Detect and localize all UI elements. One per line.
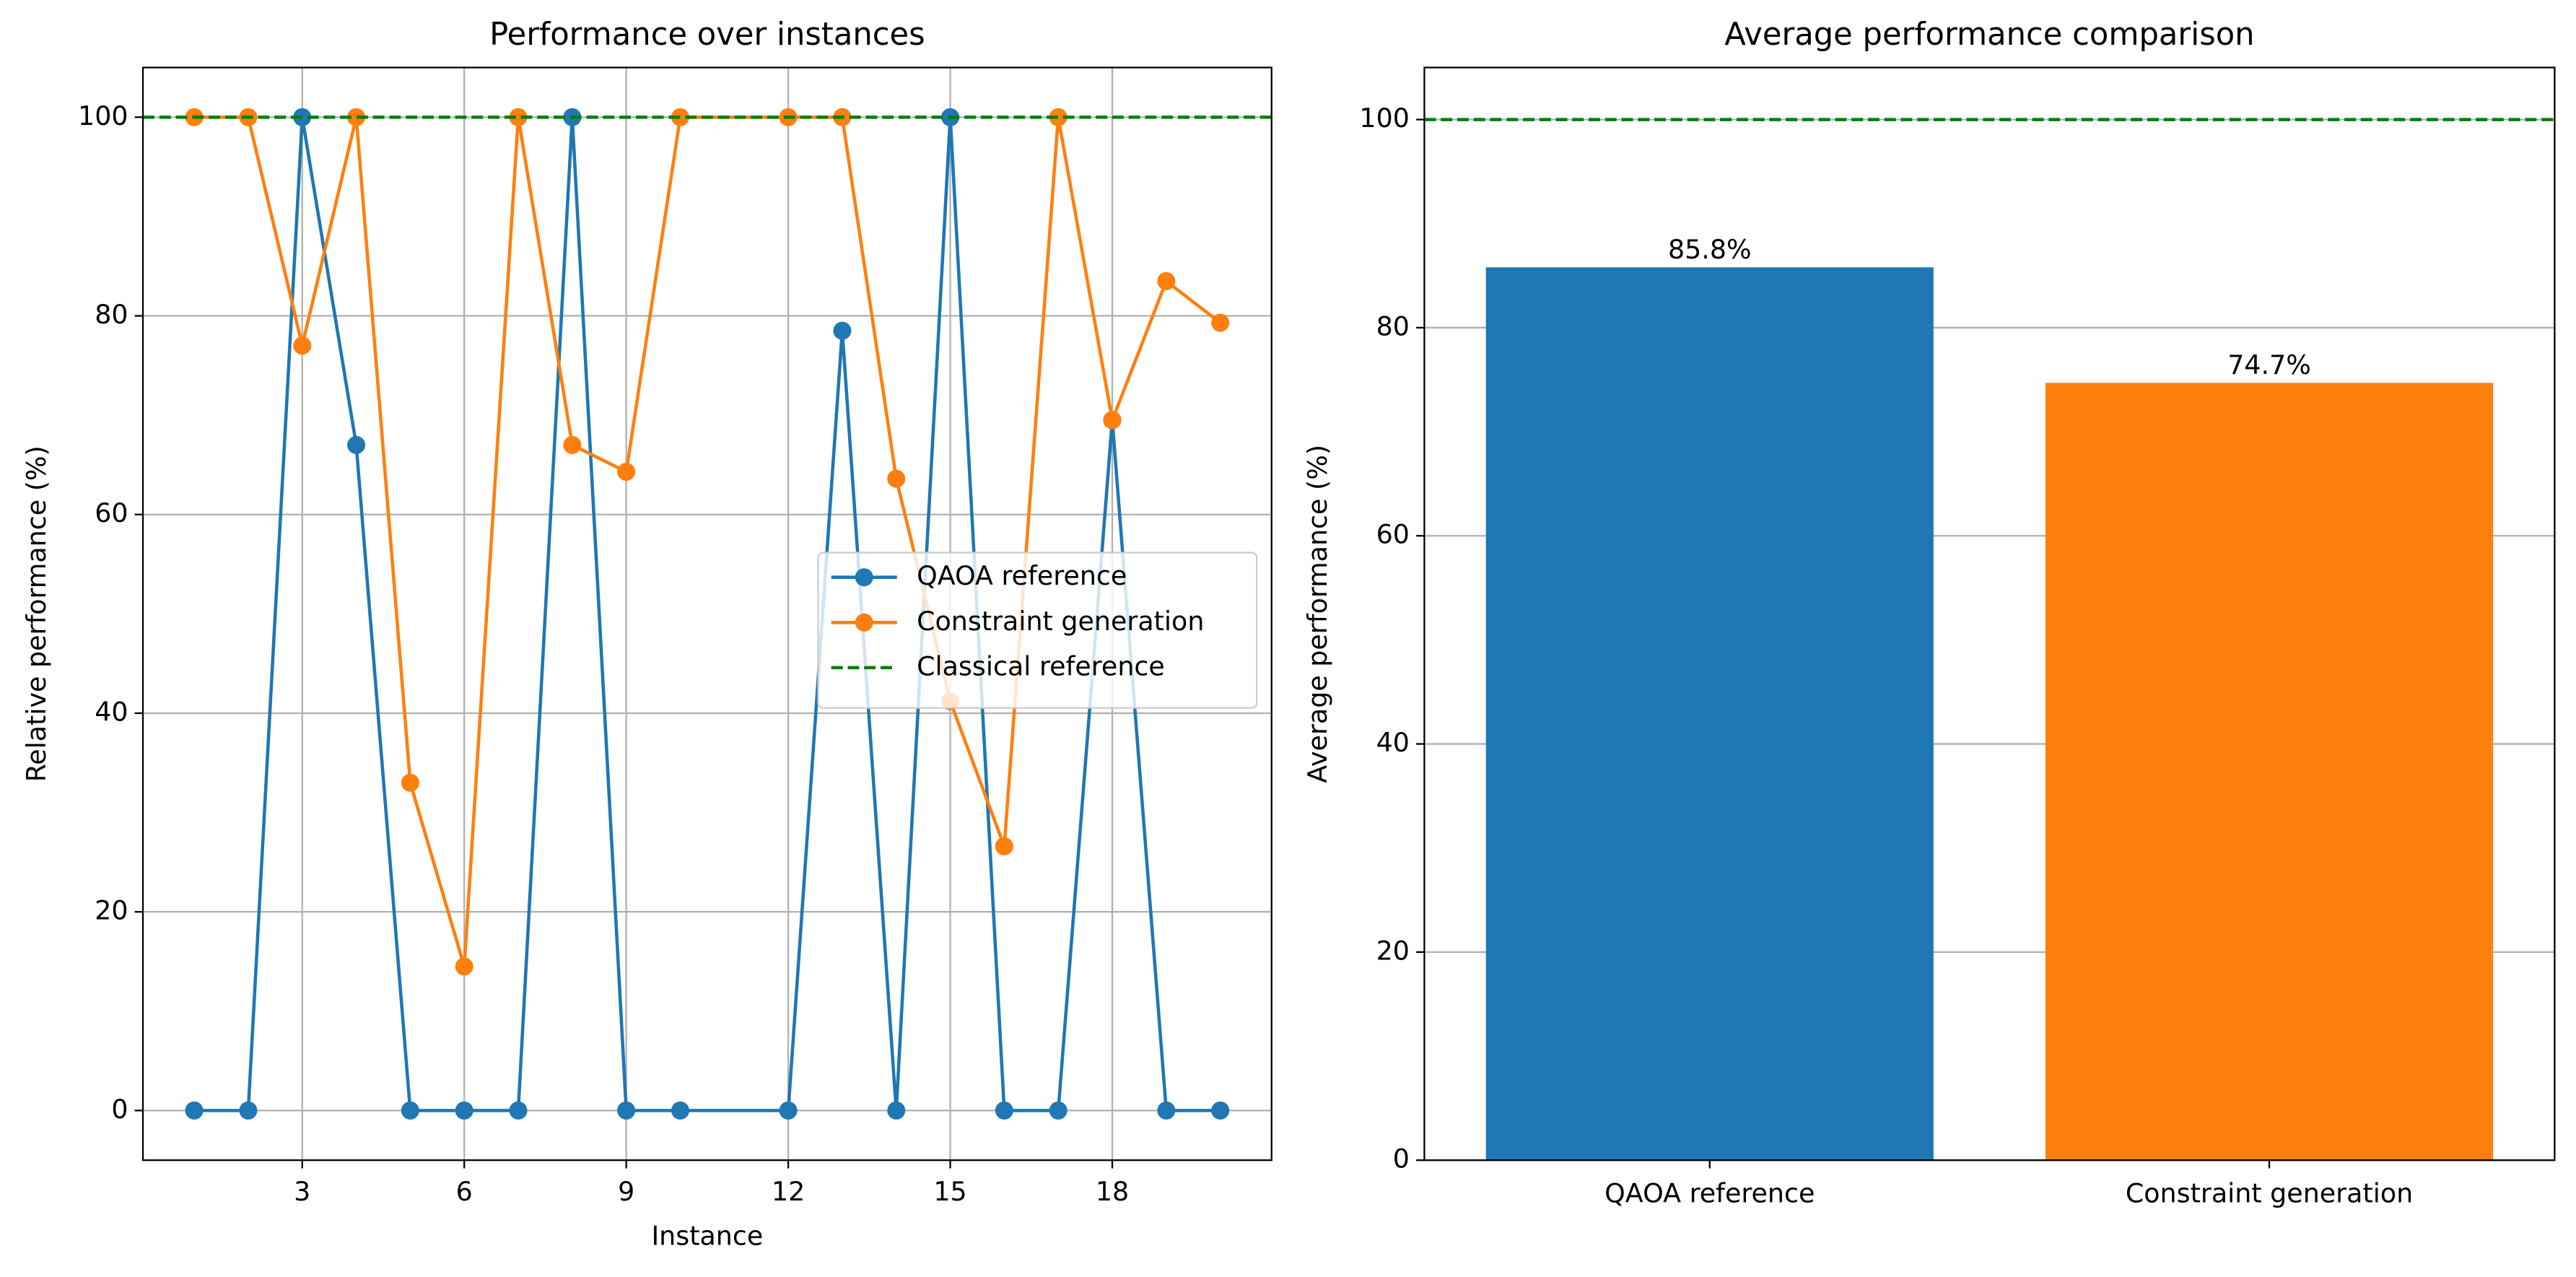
data-point: [617, 463, 636, 481]
y-tick-label: 100: [1359, 103, 1410, 134]
data-point: [347, 108, 366, 126]
data-point: [401, 1101, 419, 1120]
legend-label: Constraint generation: [917, 606, 1204, 637]
data-point: [887, 469, 906, 488]
legend-label: Classical reference: [917, 650, 1165, 681]
x-tick-label: Constraint generation: [2126, 1177, 2413, 1208]
x-tick-label: 18: [1096, 1176, 1129, 1207]
data-point: [995, 1101, 1013, 1120]
y-axis-label: Relative performance (%): [21, 445, 52, 782]
y-tick-label: 60: [1376, 519, 1410, 550]
y-tick-label: 40: [1376, 727, 1410, 758]
data-point: [455, 957, 473, 976]
data-point: [779, 1101, 798, 1120]
data-point: [1157, 271, 1176, 290]
y-tick-label: 20: [95, 895, 128, 926]
x-tick-label: 12: [772, 1176, 805, 1207]
legend-marker: [855, 568, 873, 587]
bar: [2045, 383, 2494, 1161]
data-point: [563, 435, 582, 454]
y-tick-label: 0: [111, 1094, 128, 1125]
x-tick-label: QAOA reference: [1604, 1177, 1815, 1208]
data-point: [1211, 313, 1230, 332]
y-tick-label: 100: [78, 100, 128, 131]
data-point: [239, 1101, 258, 1120]
y-tick-label: 80: [1376, 310, 1410, 341]
data-label: 85.8%: [1668, 234, 1752, 265]
y-tick-label: 20: [1376, 935, 1410, 966]
legend-marker: [855, 613, 873, 632]
y-tick-label: 80: [95, 299, 128, 330]
legend-box: [817, 552, 1258, 709]
data-point: [1157, 1101, 1176, 1120]
axes-frame: [1423, 66, 2556, 1161]
data-point: [455, 1101, 473, 1120]
x-tick-label: 15: [933, 1176, 966, 1207]
data-point: [833, 321, 852, 340]
x-tick-label: 3: [294, 1176, 310, 1207]
bar: [1485, 267, 1934, 1161]
y-axis-label: Average performance (%): [1302, 445, 1333, 783]
data-point: [887, 1101, 906, 1120]
x-axis-label: Instance: [651, 1221, 763, 1252]
data-point: [509, 1101, 528, 1120]
data-point: [293, 336, 312, 355]
data-point: [401, 773, 419, 792]
axes-frame: [141, 66, 1272, 1161]
data-point: [347, 435, 366, 454]
y-tick-label: 40: [95, 696, 128, 727]
x-tick-label: 6: [456, 1176, 473, 1207]
data-point: [509, 108, 528, 126]
data-point: [1211, 1101, 1230, 1120]
data-point: [185, 1101, 204, 1120]
data-point: [1049, 1101, 1067, 1120]
chart-title: Performance over instances: [489, 17, 925, 53]
x-tick-label: 9: [618, 1176, 634, 1207]
chart-title: Average performance comparison: [1724, 17, 2254, 53]
data-point: [995, 837, 1013, 855]
data-point: [617, 1101, 636, 1120]
y-tick-label: 0: [1393, 1143, 1410, 1174]
data-label: 74.7%: [2227, 349, 2311, 380]
data-point: [671, 1101, 689, 1120]
data-point: [1103, 411, 1122, 430]
data-point: [671, 108, 689, 126]
data-point: [1049, 108, 1067, 126]
y-tick-label: 60: [95, 497, 128, 528]
legend-label: QAOA reference: [917, 560, 1127, 591]
